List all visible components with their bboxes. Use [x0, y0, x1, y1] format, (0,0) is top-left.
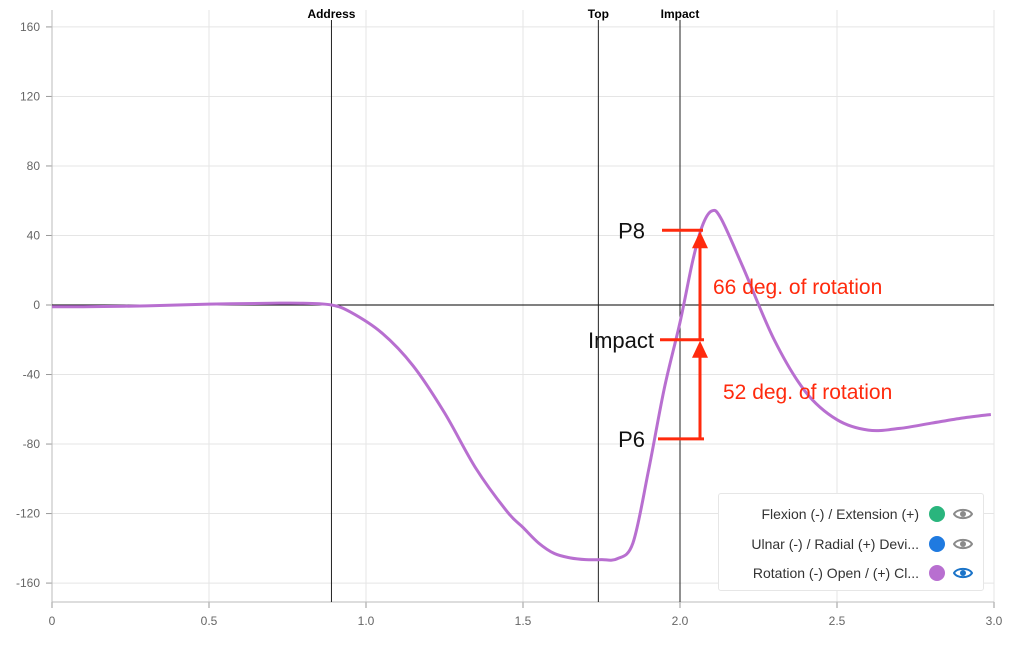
- y-tick-label: 160: [20, 20, 40, 34]
- legend-label: Rotation (-) Open / (+) Cl...: [752, 565, 919, 581]
- eye-icon[interactable]: [952, 566, 974, 580]
- x-tick-label: 2.0: [672, 614, 689, 628]
- y-tick-label: -40: [23, 368, 41, 382]
- y-tick-label: 40: [27, 228, 41, 242]
- x-tick-label: 0: [49, 614, 56, 628]
- marker-label-address: Address: [307, 7, 355, 21]
- x-tick-label: 2.5: [829, 614, 846, 628]
- x-tick-label: 0.5: [201, 614, 218, 628]
- legend-label: Flexion (-) / Extension (+): [761, 506, 919, 522]
- lower-rotation-arrowhead: [692, 340, 708, 358]
- legend-color-swatch: [929, 565, 945, 581]
- x-tick-label: 3.0: [986, 614, 1003, 628]
- x-tick-label: 1.5: [515, 614, 532, 628]
- eye-icon[interactable]: [952, 537, 974, 551]
- series-line-rotation: [51, 208, 992, 562]
- legend-label: Ulnar (-) / Radial (+) Devi...: [751, 536, 919, 552]
- chart-legend: Flexion (-) / Extension (+) Ulnar (-) / …: [718, 493, 984, 591]
- p8-label: P8: [618, 218, 645, 243]
- p6-label: P6: [618, 427, 645, 452]
- lower-rotation-label: 52 deg. of rotation: [723, 381, 892, 404]
- x-tick-label: 1.0: [358, 614, 375, 628]
- y-tick-label: -80: [23, 437, 41, 451]
- legend-color-swatch: [929, 506, 945, 522]
- y-tick-label: 80: [27, 159, 41, 173]
- y-tick-label: 120: [20, 89, 40, 103]
- y-tick-label: -160: [16, 576, 40, 590]
- legend-color-swatch: [929, 536, 945, 552]
- impact-label: Impact: [588, 328, 654, 353]
- legend-item-ulnar-radial[interactable]: Ulnar (-) / Radial (+) Devi...: [751, 531, 974, 557]
- eye-icon[interactable]: [952, 507, 974, 521]
- upper-rotation-label: 66 deg. of rotation: [713, 276, 882, 299]
- upper-rotation-arrowhead: [692, 231, 708, 249]
- marker-label-impact: Impact: [661, 7, 700, 21]
- y-tick-label: -120: [16, 507, 40, 521]
- marker-label-top: Top: [588, 7, 609, 21]
- legend-item-flexion-extension[interactable]: Flexion (-) / Extension (+): [761, 501, 974, 527]
- y-tick-label: 0: [33, 298, 40, 312]
- legend-item-rotation[interactable]: Rotation (-) Open / (+) Cl...: [752, 560, 974, 586]
